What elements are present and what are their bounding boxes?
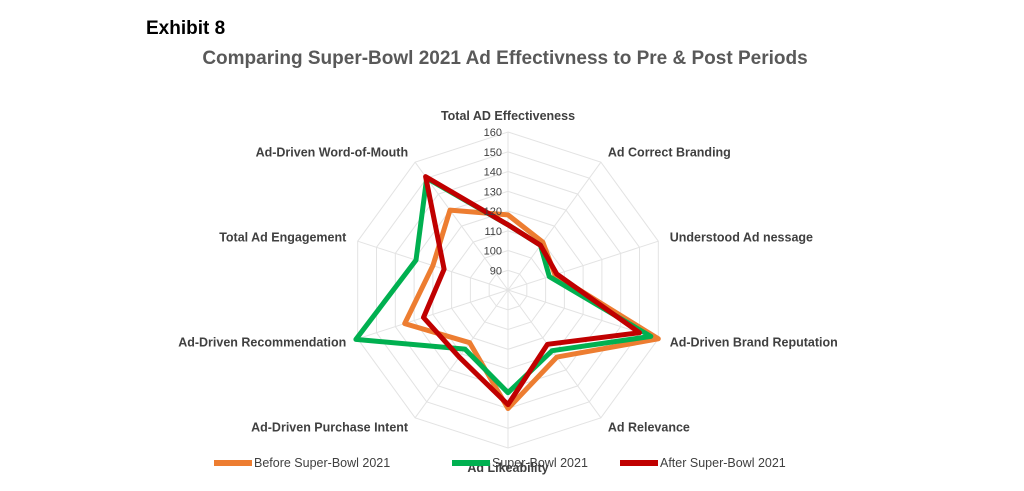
r-tick-label: 130 [484,186,502,198]
axis-label: Ad Relevance [608,421,690,435]
grid-spoke [507,240,659,291]
legend-label-after: After Super-Bowl 2021 [660,456,786,470]
series-line-1 [353,175,654,396]
legend-label-superbowl: Super-Bowl 2021 [492,456,588,470]
axis-label: Ad Correct Branding [608,146,731,160]
grid-spoke [414,161,509,291]
radar-tick-labels: 90 100 110 120 130 140 150 160 [484,127,502,277]
legend-swatch-after [620,460,658,466]
axis-label: Ad-Driven Word-of-Mouth [256,146,409,160]
axis-label: Ad-Driven Recommendation [178,336,346,350]
axis-label: Ad-Driven Brand Reputation [670,336,838,350]
series-line-2 [421,174,642,408]
exhibit-label: Exhibit 8 [146,18,226,39]
r-tick-label: 150 [484,147,502,159]
legend-swatch-before [214,460,252,466]
legend-item-after: After Super-Bowl 2021 [620,456,786,470]
legend-item-superbowl: Super-Bowl 2021 [452,456,588,470]
grid-spoke [357,289,509,340]
chart-title: Comparing Super-Bowl 2021 Ad Effectivnes… [202,48,808,69]
axis-label: Total Ad Engagement [219,231,347,245]
r-tick-label: 110 [484,226,502,238]
grid-spoke [414,289,509,419]
r-tick-label: 140 [484,167,502,179]
r-tick-label: 90 [490,265,502,277]
legend-item-before: Before Super-Bowl 2021 [214,456,390,470]
grid-spoke [507,161,602,291]
r-tick-label: 100 [484,246,502,258]
r-tick-label: 120 [484,206,502,218]
r-tick-label: 160 [484,127,502,139]
radar-axis-labels: Total AD Effectiveness Ad Correct Brandin… [178,109,838,475]
chart-legend: Before Super-Bowl 2021 Super-Bowl 2021 A… [0,456,1024,476]
axis-label: Ad-Driven Purchase Intent [251,421,409,435]
axis-label: Understood Ad nessage [670,231,813,245]
grid-spoke [507,289,602,419]
axis-label: Total AD Effectiveness [441,109,575,123]
radar-grid [357,131,659,449]
radar-series [353,174,661,411]
legend-swatch-superbowl [452,460,490,466]
legend-label-before: Before Super-Bowl 2021 [254,456,391,470]
